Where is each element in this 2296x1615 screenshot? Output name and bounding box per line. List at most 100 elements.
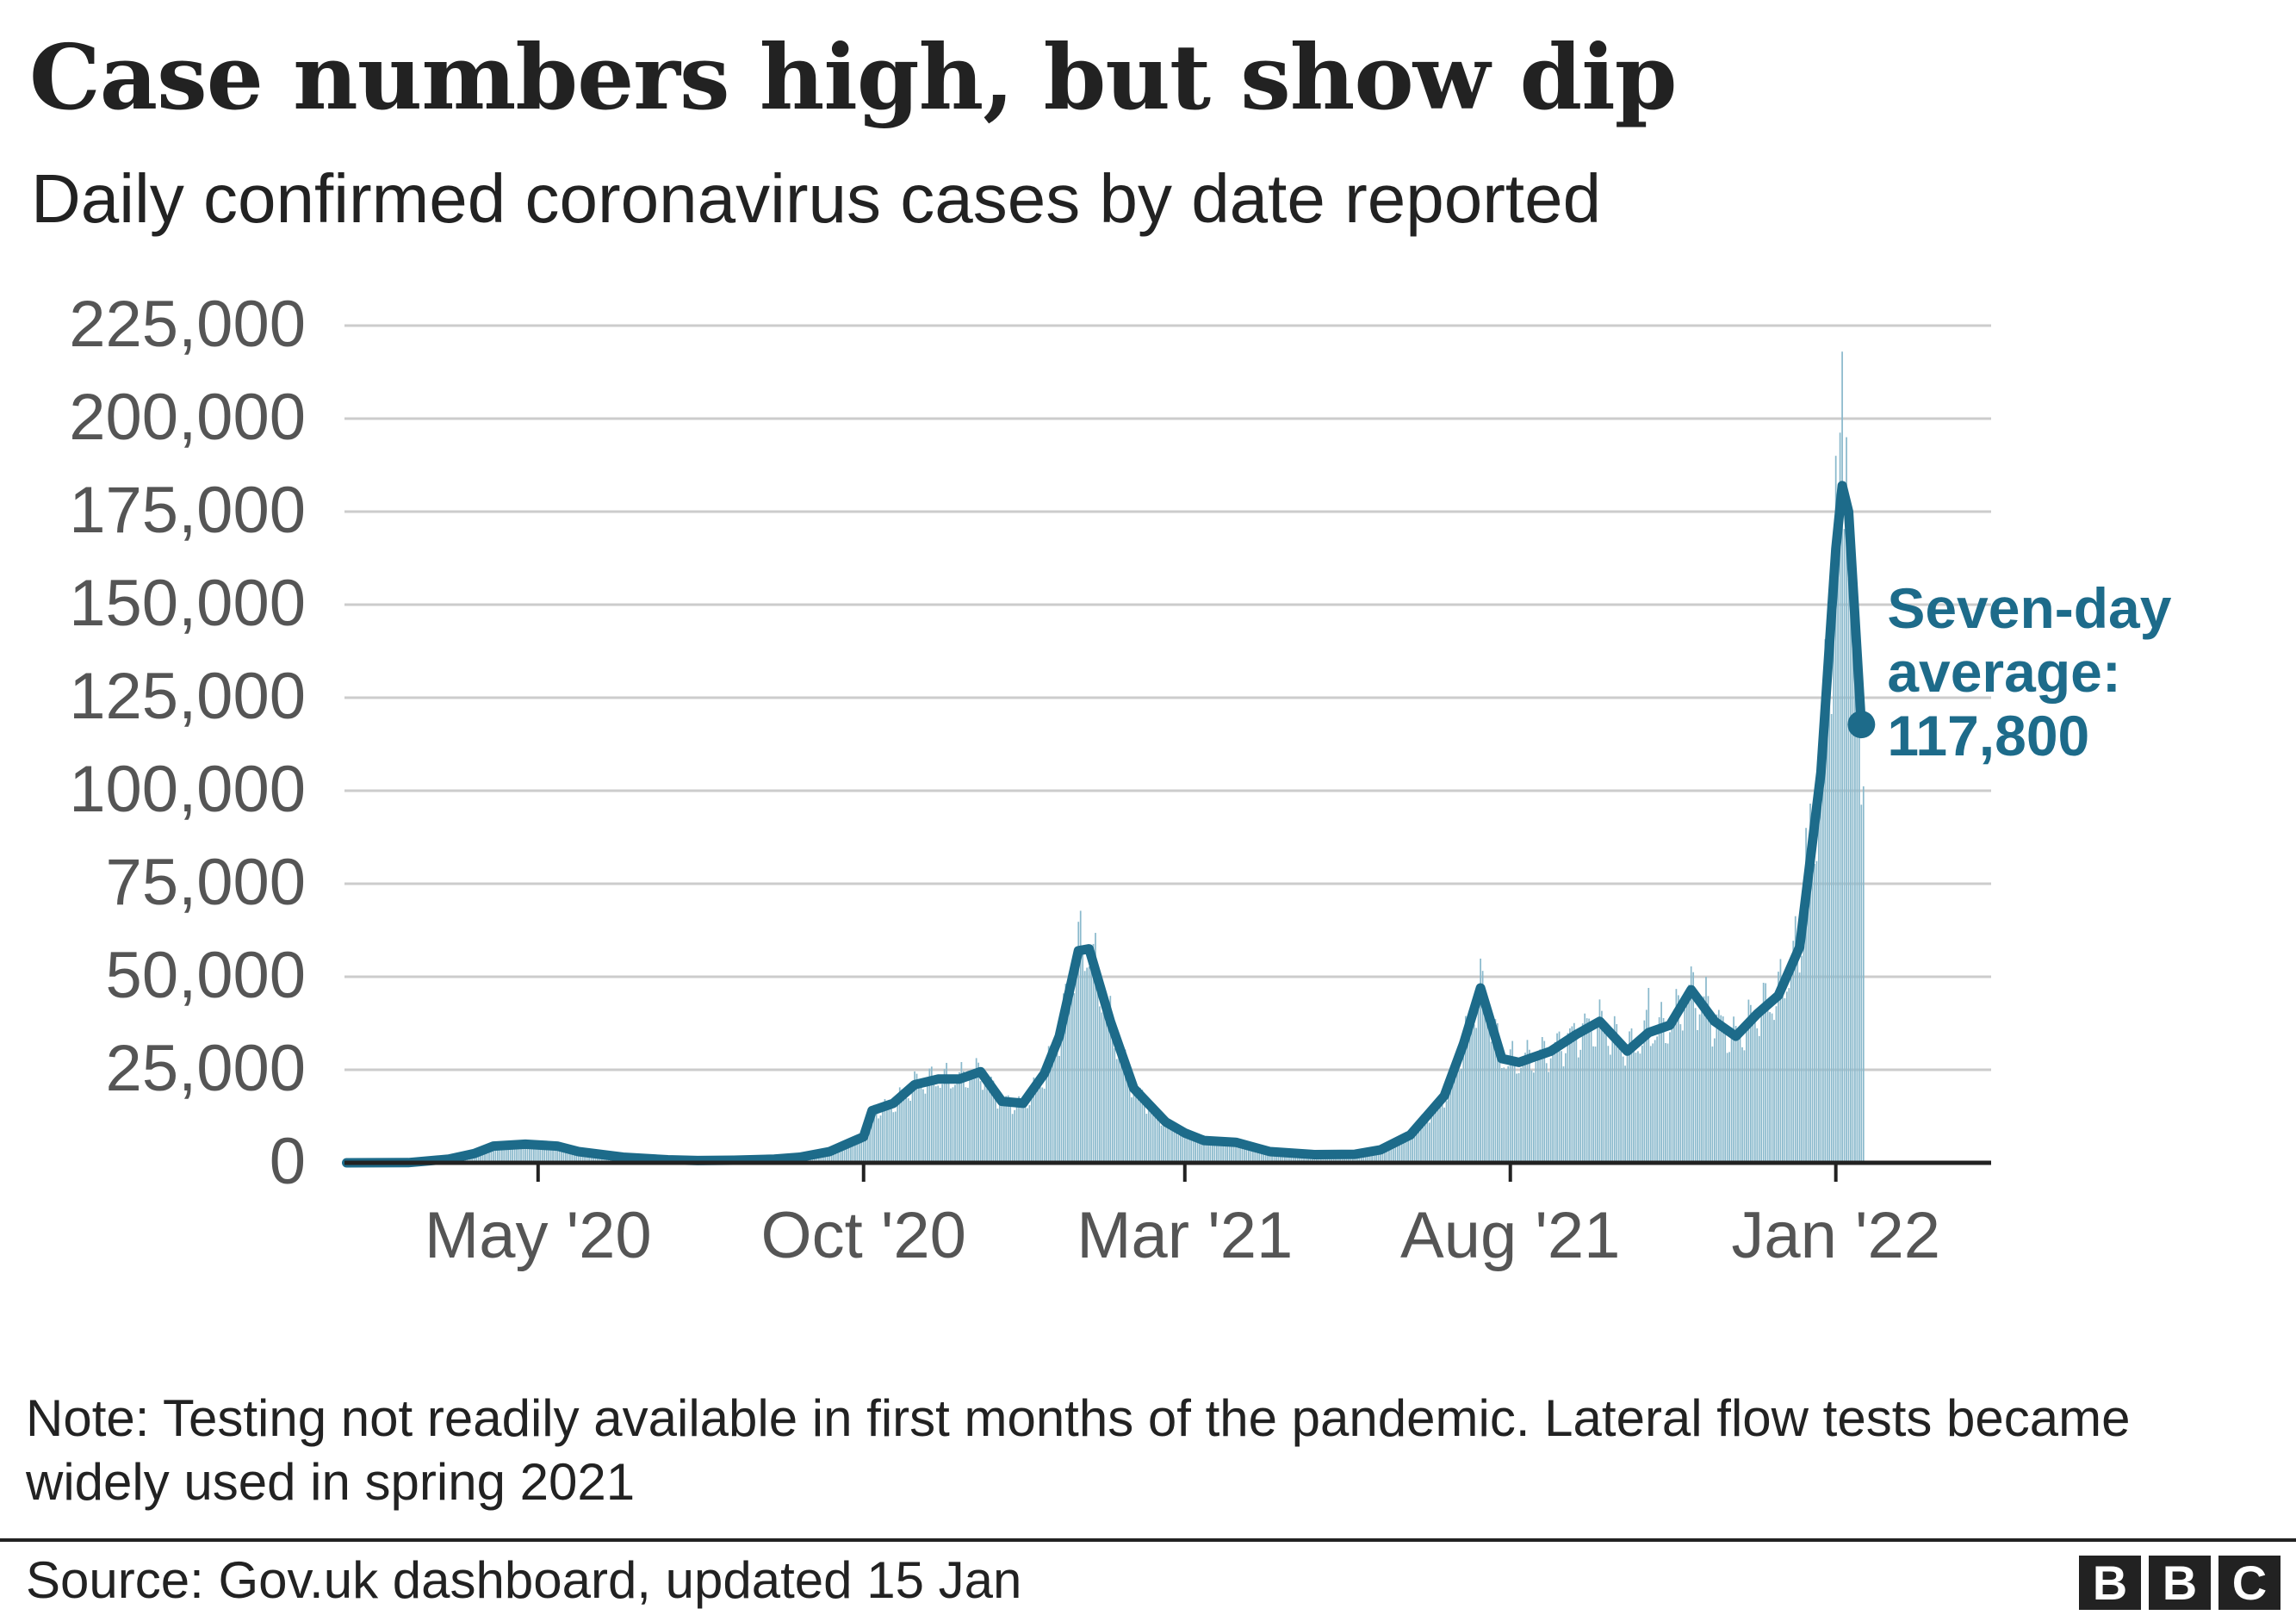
series-end-point (1847, 711, 1876, 739)
daily-bar (1430, 1116, 1433, 1163)
bbc-logo-letter: C (2218, 1556, 2280, 1610)
daily-bar (1041, 1087, 1044, 1163)
daily-bar (1156, 1108, 1158, 1163)
daily-bar (580, 1153, 582, 1163)
daily-bar (484, 1147, 486, 1163)
x-tick-label: May '20 (425, 1199, 652, 1272)
daily-bar (939, 1087, 941, 1163)
daily-bar (1461, 1068, 1462, 1163)
daily-bar (1428, 1122, 1430, 1163)
daily-bar (1420, 1120, 1422, 1163)
daily-bar (1452, 1065, 1454, 1163)
daily-bar (1177, 1134, 1180, 1163)
daily-bar (866, 1121, 869, 1163)
daily-bar (1445, 1101, 1448, 1163)
daily-bar (1182, 1127, 1184, 1163)
daily-bar (1437, 1098, 1439, 1163)
daily-bar (1131, 1097, 1132, 1163)
daily-bar (830, 1152, 833, 1163)
daily-bar (565, 1151, 567, 1163)
daily-bar (1739, 1032, 1741, 1163)
daily-bar (1009, 1103, 1012, 1163)
y-tick-label: 75,000 (106, 846, 306, 919)
daily-bar (1212, 1137, 1213, 1163)
daily-bar (1056, 1053, 1058, 1163)
daily-bar (1015, 1099, 1018, 1163)
daily-bar (554, 1146, 556, 1163)
daily-bar (1275, 1151, 1277, 1163)
daily-bar (1585, 1018, 1588, 1163)
daily-bar (918, 1083, 920, 1163)
daily-bar (1073, 993, 1076, 1163)
daily-bar (1481, 971, 1484, 1163)
daily-bar (1833, 619, 1835, 1163)
daily-bar (1529, 1049, 1530, 1163)
daily-bar (1484, 1002, 1486, 1163)
daily-bar (481, 1147, 484, 1163)
daily-bar (1164, 1120, 1167, 1163)
daily-bar (952, 1087, 954, 1163)
daily-bar (500, 1145, 503, 1163)
daily-bar (1734, 1025, 1737, 1163)
daily-bar (1675, 989, 1678, 1163)
daily-bar (1673, 1009, 1675, 1163)
daily-bar (1522, 1065, 1524, 1163)
daily-bar (1267, 1152, 1269, 1163)
daily-bar (1205, 1142, 1207, 1163)
daily-bar (535, 1146, 537, 1163)
daily-bar (1400, 1140, 1403, 1163)
daily-bar (1837, 491, 1840, 1163)
daily-bar (822, 1152, 824, 1163)
daily-bar (1145, 1114, 1148, 1163)
daily-bar (1486, 1016, 1488, 1163)
daily-bar (988, 1079, 990, 1163)
daily-bar (1747, 999, 1750, 1163)
daily-bar (1598, 999, 1601, 1163)
daily-bar (1471, 1018, 1474, 1163)
daily-bar (852, 1140, 854, 1163)
daily-bar (1250, 1148, 1252, 1163)
daily-bar (1617, 1041, 1620, 1163)
daily-bar (1579, 1049, 1582, 1163)
daily-bar (1492, 1037, 1494, 1163)
daily-bar (1662, 1017, 1665, 1163)
daily-bar (584, 1152, 586, 1163)
daily-bar (1796, 941, 1799, 1163)
daily-bar (1047, 1046, 1050, 1163)
daily-bar (954, 1084, 956, 1163)
daily-bar (1375, 1149, 1377, 1163)
daily-bar (597, 1155, 599, 1163)
daily-bar (1213, 1137, 1216, 1163)
daily-bar (1207, 1143, 1209, 1163)
daily-bar (1409, 1131, 1412, 1163)
daily-bar (837, 1147, 839, 1163)
daily-bar (1137, 1088, 1139, 1163)
daily-bar (971, 1076, 973, 1163)
daily-bar (518, 1146, 520, 1163)
daily-bar (1480, 958, 1481, 1163)
daily-bar (979, 1081, 982, 1163)
daily-bar (1801, 955, 1803, 1163)
y-tick-label: 200,000 (69, 381, 306, 454)
daily-bar (1192, 1140, 1195, 1163)
daily-bar (1139, 1087, 1141, 1163)
chart-subtitle: Daily confirmed coronavirus cases by dat… (31, 160, 1602, 237)
daily-bar (1737, 1028, 1739, 1163)
daily-bar (1413, 1136, 1416, 1163)
daily-bar (1654, 1040, 1656, 1163)
daily-bar (496, 1142, 499, 1163)
daily-bar (526, 1142, 529, 1163)
daily-bar (1248, 1147, 1250, 1163)
daily-bar (1649, 1046, 1652, 1163)
daily-bar (1805, 828, 1807, 1163)
daily-bar (1358, 1153, 1361, 1163)
daily-bar (862, 1141, 865, 1163)
daily-bar (977, 1062, 980, 1163)
annotation-value: 117,800 (1887, 704, 2089, 767)
daily-bar (950, 1088, 952, 1163)
daily-bar (1392, 1140, 1394, 1163)
daily-bar (1656, 1036, 1659, 1163)
daily-bar (1847, 578, 1850, 1163)
daily-bar (1394, 1140, 1397, 1163)
daily-bar (1597, 1017, 1598, 1163)
